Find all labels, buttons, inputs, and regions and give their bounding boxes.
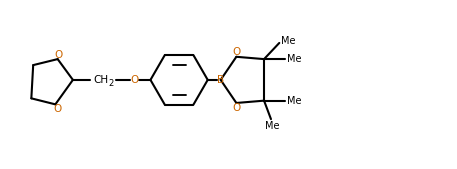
Text: O: O (54, 50, 63, 60)
Text: O: O (233, 103, 241, 113)
Text: O: O (53, 103, 62, 114)
Text: B: B (217, 75, 224, 85)
Text: Me: Me (287, 96, 302, 106)
Text: CH: CH (93, 75, 108, 85)
Text: O: O (131, 75, 139, 85)
Text: Me: Me (281, 36, 296, 46)
Text: 2: 2 (108, 79, 113, 88)
Text: Me: Me (265, 121, 280, 131)
Text: Me: Me (287, 54, 302, 64)
Text: O: O (233, 47, 241, 57)
